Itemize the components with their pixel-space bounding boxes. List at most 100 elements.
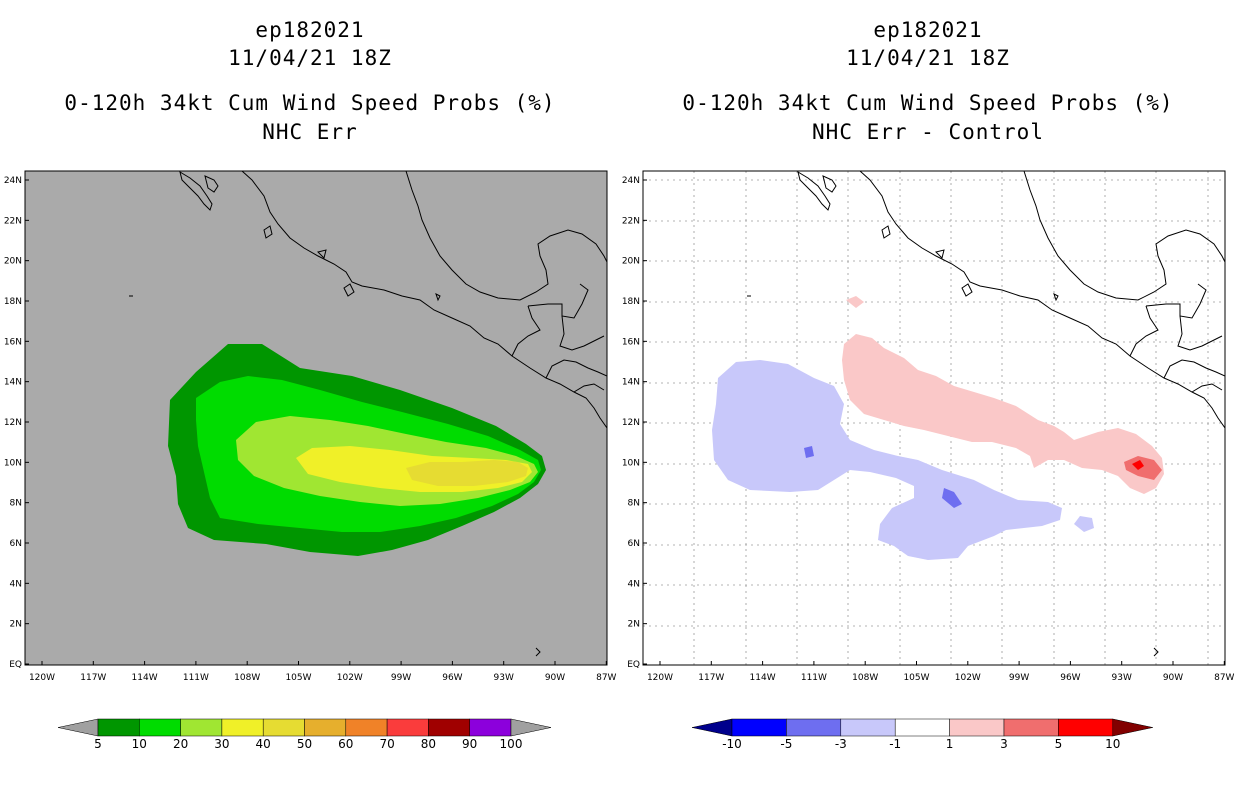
colorbar-cell <box>894 718 950 737</box>
probability-region-40 <box>406 460 528 486</box>
lat-label: 8N <box>628 499 640 509</box>
colorbar-cell <box>262 718 305 737</box>
lon-label: 117W <box>80 673 106 683</box>
lat-label: 10N <box>622 458 640 468</box>
negative-difference-region-west <box>712 360 1062 560</box>
lon-label: 117W <box>698 673 724 683</box>
negative-difference-region-east <box>1074 516 1094 532</box>
colorbar-cell <box>949 718 1005 737</box>
left-datetime: 11/04/21 18Z <box>228 46 392 70</box>
lon-label: 93W <box>1112 673 1132 683</box>
colorbar-high-end <box>1112 718 1153 737</box>
colorbar-low-end <box>57 718 99 737</box>
positive-difference-small <box>846 296 864 308</box>
colorbar-label: 20 <box>173 737 188 751</box>
lon-label: 87W <box>596 673 616 683</box>
right-storm-id: ep182021 <box>873 18 983 42</box>
colorbar-label: 5 <box>94 737 102 751</box>
right-datetime: 11/04/21 18Z <box>846 46 1010 70</box>
left-product: 0-120h 34kt Cum Wind Speed Probs (%) <box>64 91 556 115</box>
left-storm-id: ep182021 <box>255 18 365 42</box>
colorbar-cell <box>731 718 787 737</box>
lon-label: 111W <box>801 673 827 683</box>
lat-label: 22N <box>622 216 640 226</box>
lat-label: 14N <box>622 378 640 388</box>
lat-label: 6N <box>628 539 640 549</box>
colorbar-label: 10 <box>132 737 147 751</box>
colorbar-label: 50 <box>297 737 312 751</box>
colorbar-label: 3 <box>1000 737 1008 751</box>
left-subtitle: NHC Err <box>262 120 358 144</box>
colorbar-cell <box>469 718 512 737</box>
lat-label: 20N <box>622 257 640 267</box>
lat-label: 16N <box>4 337 22 347</box>
colorbar-label: -10 <box>722 737 742 751</box>
colorbar-low-end <box>691 718 733 737</box>
lat-label: 8N <box>10 499 22 509</box>
negative-difference-core-2 <box>942 488 962 508</box>
lat-label: 2N <box>628 620 640 630</box>
left-colorbar: 5 10 20 30 40 50 60 70 80 90 100 <box>57 718 552 751</box>
lon-label: 90W <box>1163 673 1183 683</box>
colorbar-cell <box>345 718 388 737</box>
left-map-panel: 24N 22N 20N 18N 16N 14N 12N 10N 8N 6N 4N 2N EQ 120W 11… <box>4 170 617 683</box>
lon-label: 114W <box>132 673 158 683</box>
colorbar-cell <box>386 718 429 737</box>
negative-difference-core-1 <box>804 446 814 458</box>
lon-label: 96W <box>442 673 462 683</box>
colorbar-cell <box>840 718 896 737</box>
lon-label: 90W <box>545 673 565 683</box>
lat-label: 16N <box>622 337 640 347</box>
lon-label: 87W <box>1214 673 1234 683</box>
colorbar-cell <box>139 718 181 737</box>
lon-label: 93W <box>494 673 514 683</box>
lon-label: 99W <box>1009 673 1029 683</box>
lat-label: 24N <box>622 176 640 186</box>
colorbar-cell <box>221 718 264 737</box>
lon-label: 108W <box>852 673 878 683</box>
left-axis-ticks: 24N 22N 20N 18N 16N 14N 12N 10N 8N 6N 4N 2N EQ 120W 11… <box>4 176 617 683</box>
lon-label: 105W <box>285 673 311 683</box>
lon-label: 102W <box>337 673 363 683</box>
colorbar-label: -3 <box>835 737 847 751</box>
colorbar-cell <box>428 718 470 737</box>
right-product: 0-120h 34kt Cum Wind Speed Probs (%) <box>682 91 1174 115</box>
colorbar-cell <box>180 718 223 737</box>
lon-label: 120W <box>29 673 55 683</box>
positive-difference-core <box>1124 456 1162 480</box>
colorbar-high-end <box>510 718 552 737</box>
lat-label: 2N <box>10 620 22 630</box>
colorbar-label: 80 <box>421 737 436 751</box>
lat-label: EQ <box>9 660 22 670</box>
colorbar-label: 5 <box>1055 737 1063 751</box>
lat-label: 22N <box>4 216 22 226</box>
lon-label: 108W <box>234 673 260 683</box>
colorbar-cell <box>1058 718 1114 737</box>
lat-label: 18N <box>4 297 22 307</box>
lon-label: 114W <box>750 673 776 683</box>
colorbar-label: 30 <box>214 737 229 751</box>
colorbar-cell <box>786 718 842 737</box>
lat-label: 14N <box>4 378 22 388</box>
colorbar-cell <box>304 718 347 737</box>
lon-label: 120W <box>647 673 673 683</box>
lon-label: 105W <box>903 673 929 683</box>
right-map-panel: 24N 22N 20N 18N 16N 14N 12N 10N 8N 6N 4N 2N EQ 120W 11… <box>622 170 1235 683</box>
right-map-frame <box>642 170 1226 666</box>
colorbar-label: 70 <box>379 737 394 751</box>
lat-label: 18N <box>622 297 640 307</box>
colorbar-label: -1 <box>889 737 901 751</box>
lat-label: 4N <box>628 579 640 589</box>
right-subtitle: NHC Err - Control <box>812 120 1044 144</box>
colorbar-label: 100 <box>500 737 523 751</box>
colorbar-label: 40 <box>256 737 271 751</box>
colorbar-label: -5 <box>780 737 792 751</box>
colorbar-label: 1 <box>946 737 954 751</box>
lat-label: 6N <box>10 539 22 549</box>
positive-difference-region <box>842 334 1164 494</box>
lat-label: EQ <box>627 660 640 670</box>
colorbar-label: 90 <box>462 737 477 751</box>
colorbar-label: 60 <box>338 737 353 751</box>
lon-label: 99W <box>391 673 411 683</box>
